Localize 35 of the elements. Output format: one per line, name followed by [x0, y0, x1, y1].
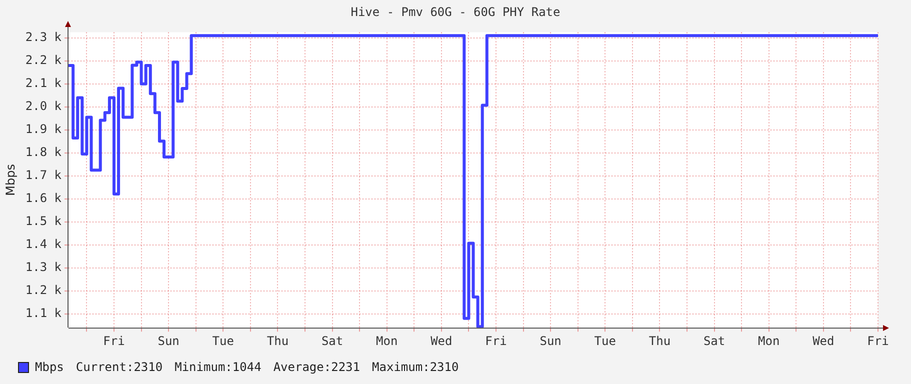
x-tick-label: Fri	[103, 334, 125, 348]
text: Minimum:1044	[174, 360, 262, 374]
y-tick-label: 1.2 k	[25, 282, 62, 297]
chart-title: Hive - Pmv 60G - 60G PHY Rate	[350, 5, 562, 19]
x-tick-label: Sun	[540, 334, 562, 348]
x-tick-label: Mon	[376, 334, 398, 348]
y-axis-title: Mbps	[3, 164, 18, 196]
x-tick-label: Sat	[703, 334, 726, 348]
y-tick-label: 1.9 k	[25, 122, 62, 136]
x-tick-label: Thu	[266, 334, 289, 348]
legend-label: Mbps	[34, 360, 64, 374]
y-tick-label: 2.0 k	[25, 99, 62, 114]
x-tick-label: Sun	[158, 334, 180, 348]
text: Maximum:2310	[372, 360, 459, 374]
x-tick-label: Wed	[430, 334, 452, 348]
y-tick-label: 1.5 k	[25, 214, 62, 228]
x-tick-label: Mon	[758, 334, 780, 348]
text: Average:2231	[273, 360, 360, 374]
y-tick-label: 1.4 k	[25, 236, 62, 251]
y-tick-label: 2.2 k	[25, 53, 62, 68]
x-tick-label: Fri	[867, 334, 889, 348]
x-tick-label: Sat	[321, 334, 344, 348]
text: Current:2310	[76, 360, 163, 374]
y-tick-label: 1.8 k	[25, 145, 62, 160]
y-tick-label: 1.3 k	[25, 260, 62, 274]
y-tick-label: 2.1 k	[25, 76, 62, 90]
y-tick-label: 2.3 k	[25, 30, 62, 44]
y-tick-label: 1.7 k	[25, 168, 62, 182]
x-tick-label: Tue	[212, 334, 234, 348]
x-tick-label: Thu	[648, 334, 671, 348]
x-tick-label: Tue	[594, 334, 616, 348]
y-tick-label: 1.1 k	[25, 306, 62, 320]
x-tick-label: Wed	[812, 334, 834, 348]
y-tick-label: 1.6 k	[25, 190, 62, 205]
x-tick-label: Fri	[485, 334, 507, 348]
